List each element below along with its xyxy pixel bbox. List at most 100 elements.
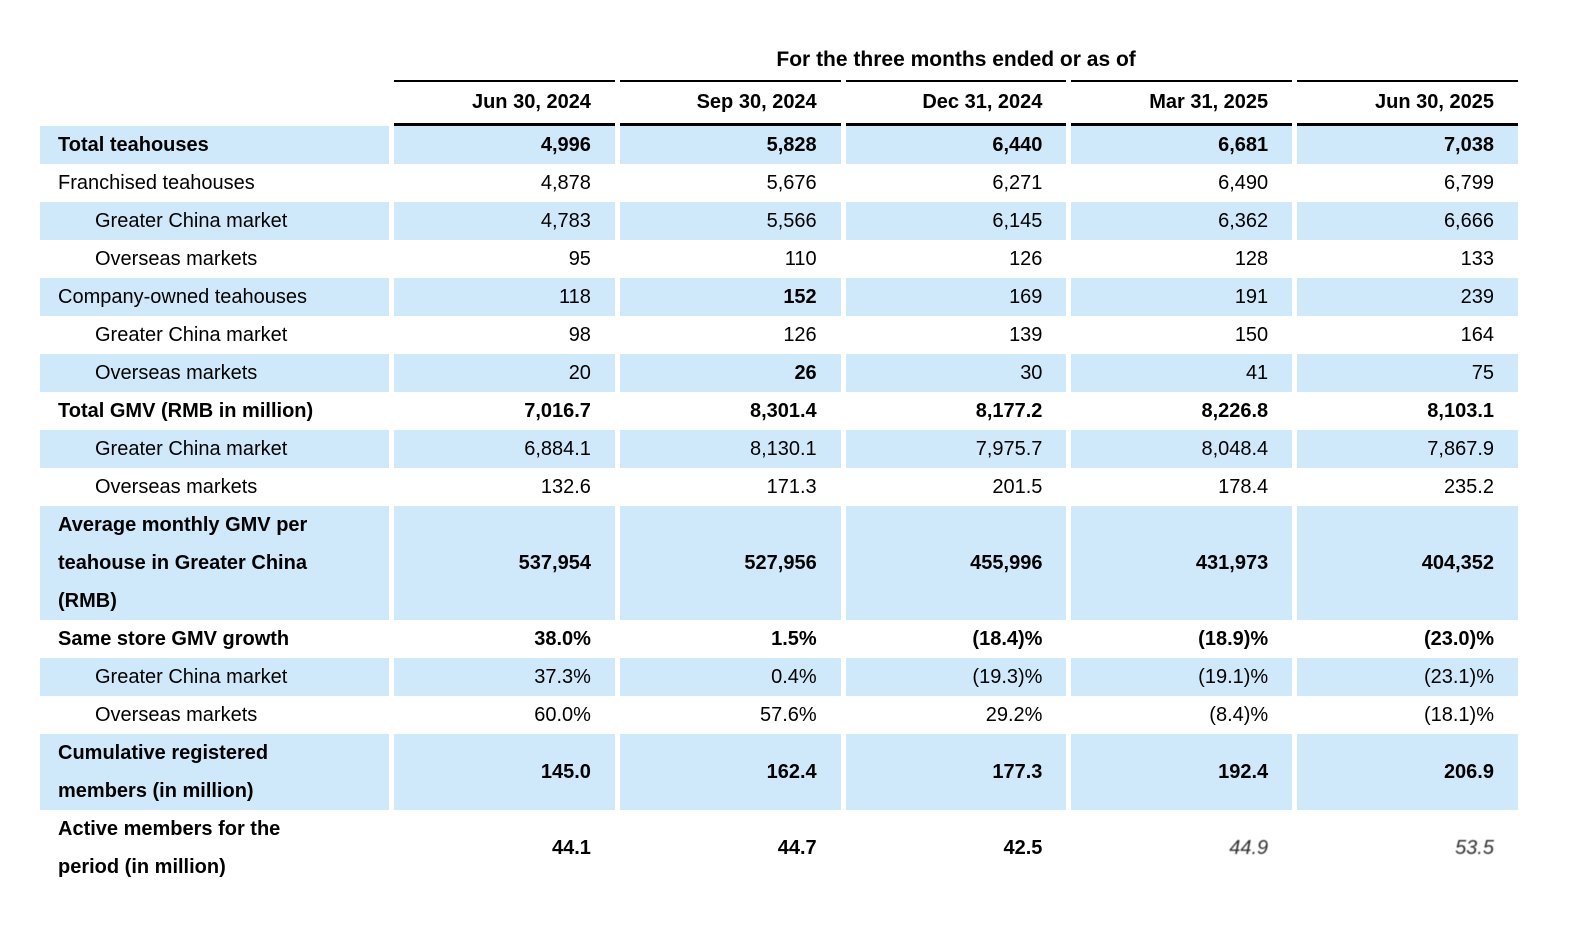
row-label-text: Overseas markets xyxy=(95,362,258,384)
cell-value: 7,038 xyxy=(1297,126,1518,164)
quarterly-metrics-table: For the three months ended or as of Jun … xyxy=(35,42,1523,886)
cell-value: 7,016.7 xyxy=(524,400,591,422)
row-label: Active members for the period (in millio… xyxy=(40,810,389,886)
cell-value: (23.0)% xyxy=(1423,628,1494,650)
cell-value: 42.5 xyxy=(1003,837,1043,859)
cell-value: 126 xyxy=(783,324,817,346)
cell-value: 431,973 xyxy=(1071,506,1293,620)
table-row: Cumulative registered members (in millio… xyxy=(40,734,1518,810)
row-label: Greater China market xyxy=(40,202,390,240)
cell-value: 139 xyxy=(1009,324,1043,346)
cell-value: 118 xyxy=(394,278,615,316)
cell-value: 26 xyxy=(619,354,841,392)
cell-value: 5,828 xyxy=(619,126,841,164)
cell-value: 6,884.1 xyxy=(394,430,615,468)
cell-value: (18.1)% xyxy=(1423,704,1494,726)
row-label-text: Greater China market xyxy=(95,666,288,688)
column-header: Mar 31, 2025 xyxy=(1071,80,1293,126)
table-row: Overseas markets 20 26 30 41 75 xyxy=(40,354,1518,392)
row-label-text: Active members for the period (in millio… xyxy=(58,818,281,878)
cell-value: 164 xyxy=(1460,324,1494,346)
row-label: Total teahouses xyxy=(40,126,390,164)
cell-value: 178.4 xyxy=(1218,476,1269,498)
cell-value: 41 xyxy=(1071,354,1293,392)
cell-value: (19.1)% xyxy=(1071,658,1293,696)
row-label: Same store GMV growth xyxy=(40,620,389,658)
cell-value: 192.4 xyxy=(1071,734,1293,810)
group-header: For the three months ended or as of xyxy=(776,48,1136,71)
row-label-text: Average monthly GMV per teahouse in Grea… xyxy=(58,514,308,612)
row-label-text: Greater China market xyxy=(95,324,288,346)
cell-value: 128 xyxy=(1234,248,1269,270)
row-label: Overseas markets xyxy=(40,240,389,278)
row-label: Average monthly GMV per teahouse in Grea… xyxy=(40,506,390,620)
cell-value: 8,301.4 xyxy=(749,400,817,422)
cell-value: 169 xyxy=(845,278,1067,316)
cell-value: 201.5 xyxy=(992,476,1043,498)
cell-value: 191 xyxy=(1071,278,1293,316)
table-row: Same store GMV growth 38.0% 1.5% (18.4)% (18… xyxy=(40,620,1518,658)
cell-value: 7,975.7 xyxy=(845,430,1067,468)
cell-value: 177.3 xyxy=(845,734,1067,810)
cell-value: 29.2% xyxy=(985,704,1043,726)
row-label: Cumulative registered members (in millio… xyxy=(40,734,390,810)
table-row: Total teahouses 4,996 5,828 6,440 6,681 7,038 xyxy=(40,126,1518,164)
row-label: Greater China market xyxy=(40,658,390,696)
table-row: Greater China market 6,884.1 8,130.1 7,975.… xyxy=(40,430,1518,468)
cell-value: 6,145 xyxy=(845,202,1067,240)
table-row: Overseas markets 60.0% 57.6% 29.2% (8.4)% (18… xyxy=(40,696,1518,734)
column-header: Jun 30, 2024 xyxy=(394,80,615,126)
cell-value: 60.0% xyxy=(534,704,591,726)
cell-value: 8,177.2 xyxy=(975,400,1043,422)
row-label-text: Company-owned teahouses xyxy=(58,286,308,308)
cell-value: 6,362 xyxy=(1071,202,1293,240)
cell-value: 455,996 xyxy=(845,506,1067,620)
column-header: Dec 31, 2024 xyxy=(845,80,1067,126)
row-label: Company-owned teahouses xyxy=(40,278,390,316)
cell-value: 30 xyxy=(845,354,1067,392)
row-label-text: Overseas markets xyxy=(95,704,258,726)
cell-value: 6,666 xyxy=(1297,202,1518,240)
cell-value: 110 xyxy=(784,248,817,270)
cell-value: 37.3% xyxy=(394,658,615,696)
cell-value: 8,103.1 xyxy=(1427,400,1494,422)
table-row: Overseas markets 95 110 126 128 133 xyxy=(40,240,1518,278)
cell-value: 8,226.8 xyxy=(1201,400,1269,422)
row-label-text: Total GMV (RMB in million) xyxy=(58,400,314,422)
cell-value: 162.4 xyxy=(619,734,841,810)
cell-value: 0.4% xyxy=(619,658,841,696)
cell-value: 133 xyxy=(1460,248,1494,270)
cell-value: 171.3 xyxy=(766,476,817,498)
row-label: Overseas markets xyxy=(40,354,390,392)
cell-value: 537,954 xyxy=(394,506,615,620)
table-row: Average monthly GMV per teahouse in Grea… xyxy=(40,506,1518,620)
cell-value: 7,867.9 xyxy=(1297,430,1518,468)
cell-value: 145.0 xyxy=(394,734,615,810)
cell-value: 6,681 xyxy=(1071,126,1293,164)
table-row: Active members for the period (in millio… xyxy=(40,810,1518,886)
row-label-text: Franchised teahouses xyxy=(58,172,255,194)
cell-value: 126 xyxy=(1009,248,1043,270)
row-label-text: Overseas markets xyxy=(95,476,258,498)
table-row: Greater China market 98 126 139 150 164 xyxy=(40,316,1518,354)
row-label-text: Cumulative registered members (in millio… xyxy=(58,742,269,802)
column-header: Jun 30, 2025 xyxy=(1297,80,1518,126)
row-label: Overseas markets xyxy=(40,468,389,506)
cell-value: 75 xyxy=(1297,354,1518,392)
cell-value: 38.0% xyxy=(534,628,591,650)
cell-value: 4,878 xyxy=(540,172,591,194)
cell-value: 44.7 xyxy=(777,837,817,859)
column-header-row: Jun 30, 2024 Sep 30, 2024 Dec 31, 2024 Mar … xyxy=(40,80,1518,126)
table-row: Company-owned teahouses 118 152 169 191 239 xyxy=(40,278,1518,316)
table-body: Total teahouses 4,996 5,828 6,440 6,681 7,038… xyxy=(40,126,1518,886)
cell-value: 239 xyxy=(1297,278,1518,316)
table-row: Franchised teahouses 4,878 5,676 6,271 6,490… xyxy=(40,164,1518,202)
cell-value: 4,783 xyxy=(394,202,615,240)
cell-value: 152 xyxy=(619,278,841,316)
row-label-text: Same store GMV growth xyxy=(58,628,290,650)
table-row: Total GMV (RMB in million) 7,016.7 8,301.4… xyxy=(40,392,1518,430)
cell-value: 44.1 xyxy=(552,837,591,859)
cell-value: 8,048.4 xyxy=(1071,430,1293,468)
cell-value: (19.3)% xyxy=(845,658,1067,696)
corner-cell xyxy=(40,42,389,80)
